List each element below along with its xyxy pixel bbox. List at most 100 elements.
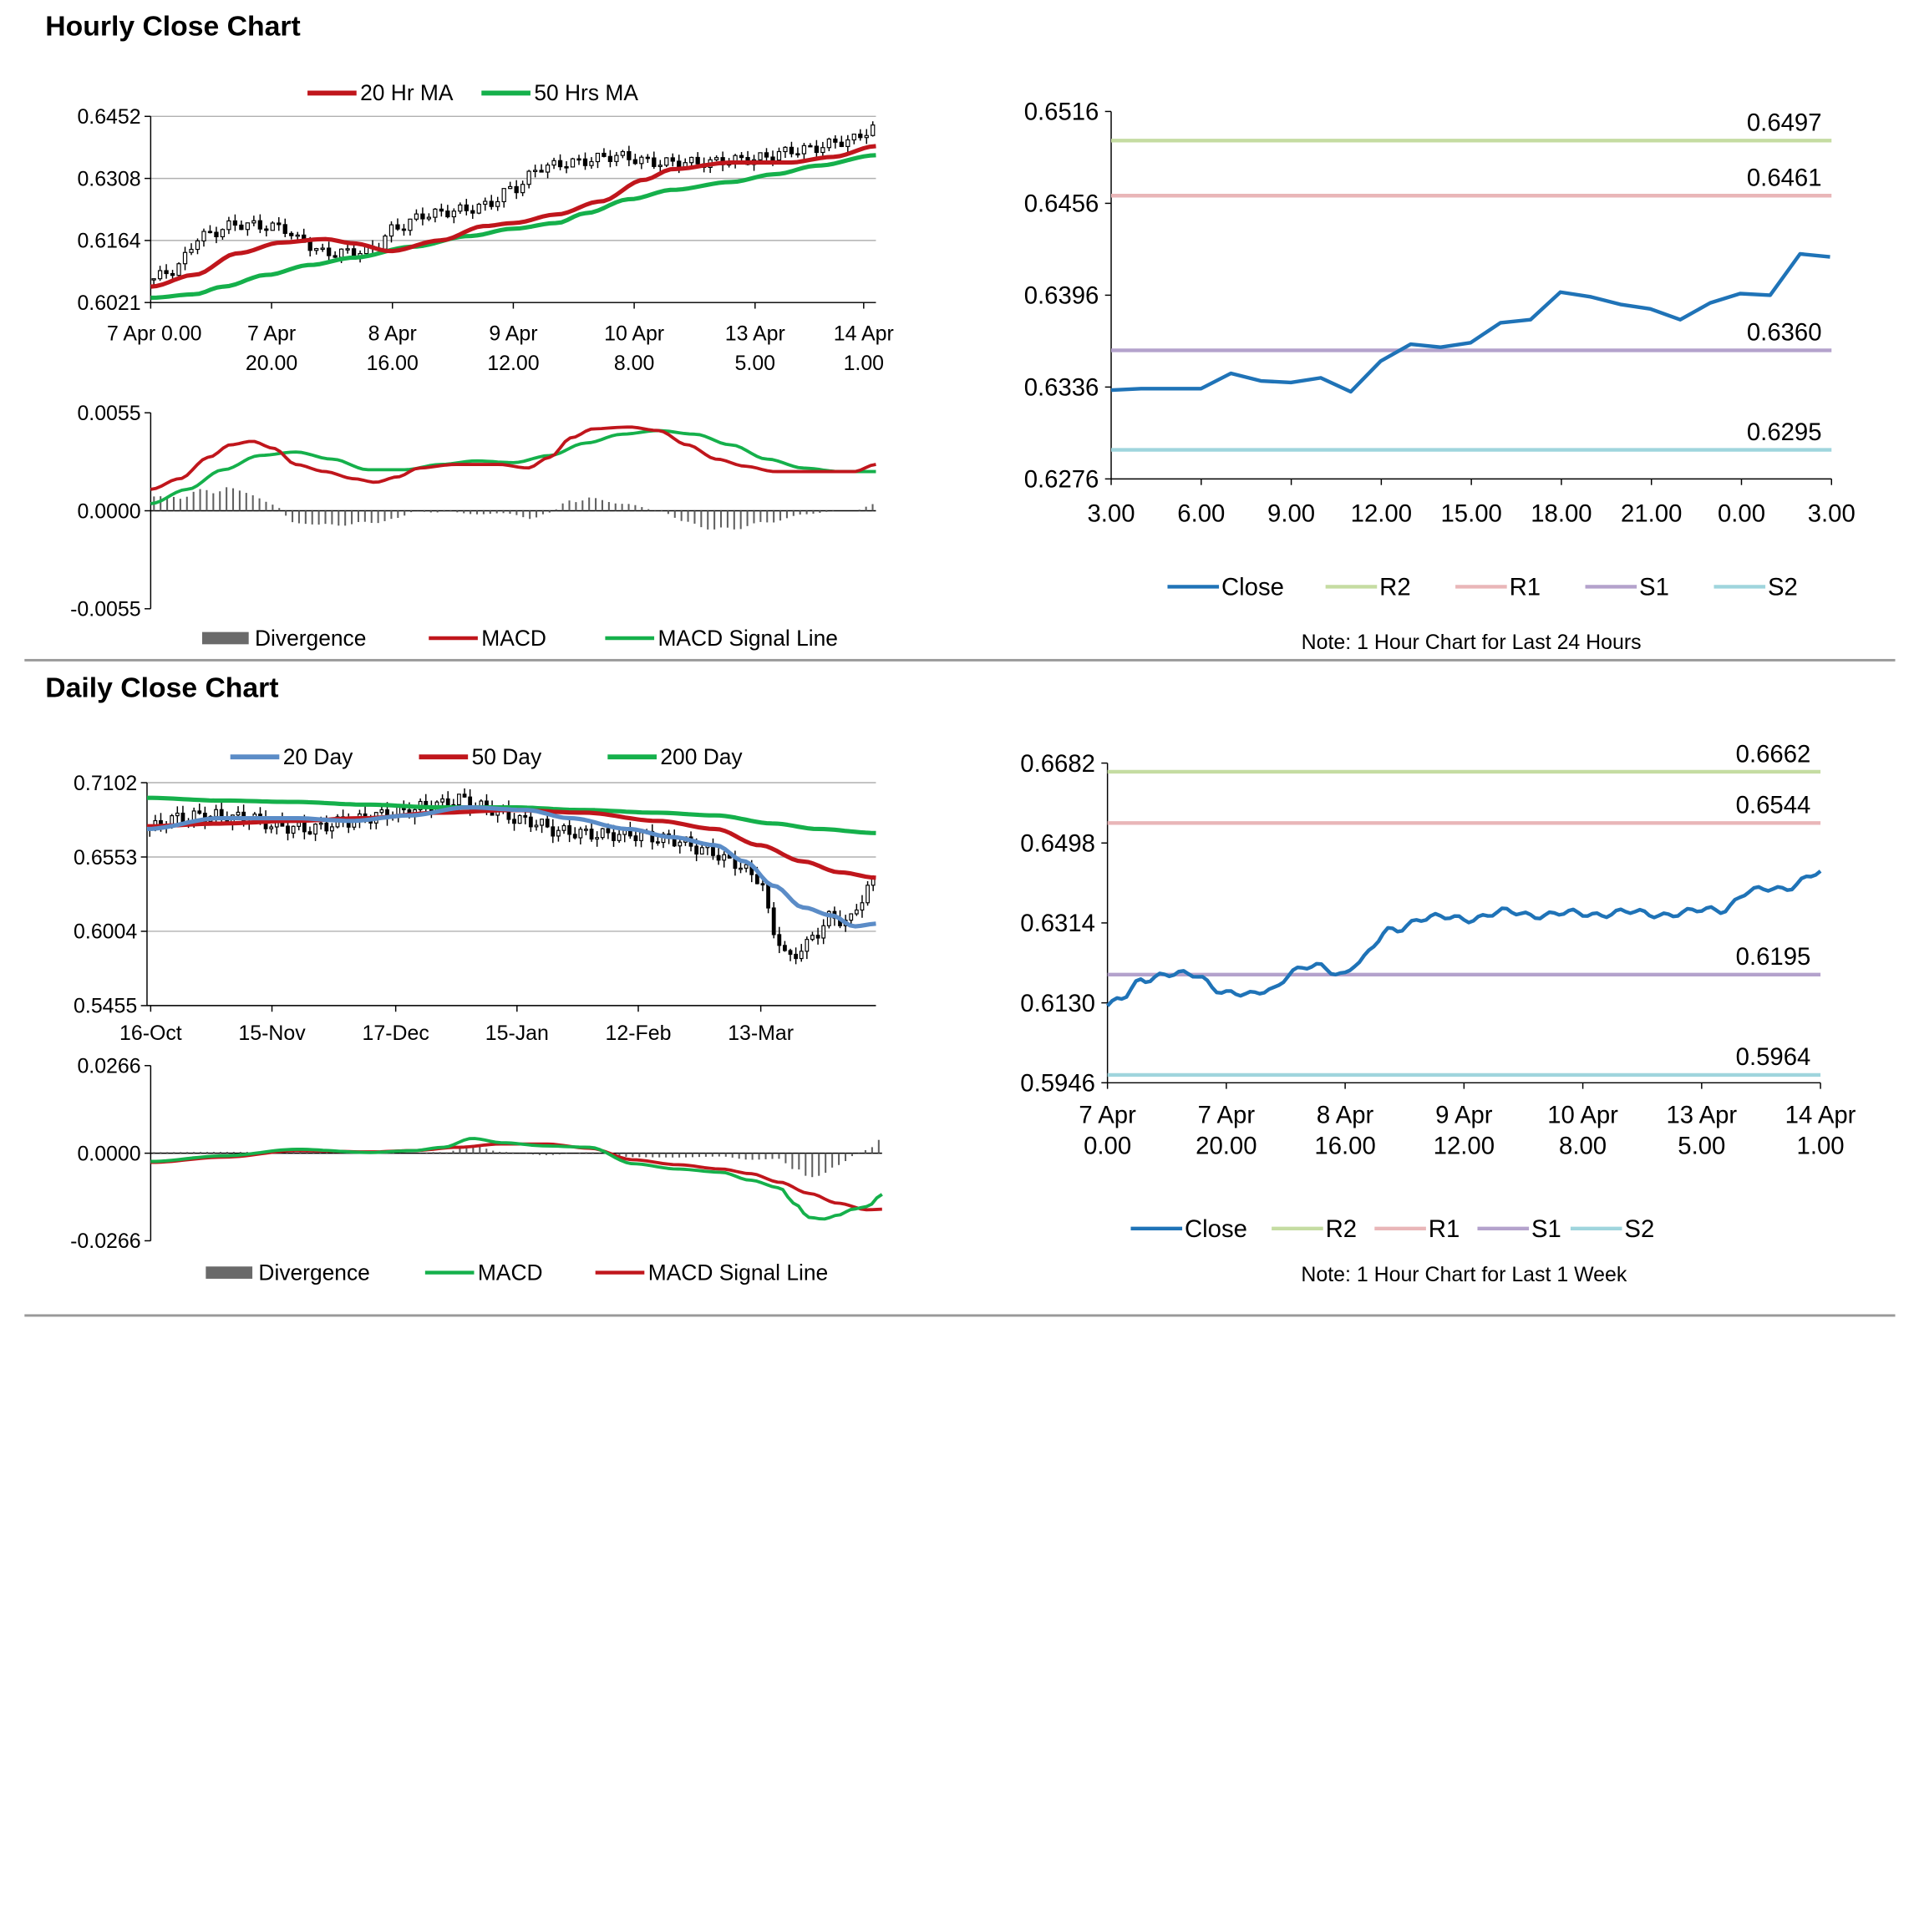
hourly-price-candle-body bbox=[652, 157, 657, 167]
hourly-price-candle-body bbox=[783, 146, 788, 153]
hourly-price-candle-body bbox=[170, 272, 175, 276]
hourly-levels-y-tick-label: 0.6516 bbox=[1024, 99, 1099, 126]
hourly-price-candle-body bbox=[851, 133, 856, 141]
weekly-levels-x-tick-label: 9 Apr bbox=[1435, 1102, 1493, 1129]
hourly-price-x-tick-label: 9 Apr bbox=[489, 322, 537, 346]
hourly-price-candle-body bbox=[639, 156, 644, 165]
daily-price-candle-body bbox=[810, 935, 815, 941]
hourly-price-candle-body bbox=[164, 270, 169, 275]
hourly-price-candle-body bbox=[645, 156, 650, 160]
daily-price-candle-body bbox=[633, 835, 638, 841]
weekly-levels-note: Note: 1 Hour Chart for Last 1 Week bbox=[1301, 1263, 1627, 1286]
hourly-price-candle-body bbox=[820, 147, 825, 154]
daily-macd-legend-divergence-swatch bbox=[206, 1266, 253, 1279]
hourly-50hr-ma-line bbox=[150, 153, 876, 301]
daily-price-candle-body bbox=[572, 834, 577, 839]
hourly-price-candle-body bbox=[470, 210, 475, 214]
hourly-levels-x-tick-label: 21.00 bbox=[1621, 500, 1682, 528]
hourly-price-candle-body bbox=[551, 160, 556, 166]
hourly-price-candle-body bbox=[532, 170, 538, 172]
hourly-price-candle-body bbox=[295, 234, 300, 237]
daily-price-candle-body bbox=[606, 828, 611, 834]
hourly-price-candle-body bbox=[602, 152, 607, 157]
hourly-price-candle-body bbox=[770, 156, 775, 161]
hourly-price-candle-body bbox=[383, 235, 388, 250]
hourly-price-candle-body bbox=[251, 220, 256, 224]
hourly-price-candle-body bbox=[345, 248, 350, 251]
hourly-macd-legend-signal-label: MACD Signal Line bbox=[657, 626, 838, 651]
hourly-price-candle-body bbox=[508, 185, 513, 190]
daily-price-candle-body bbox=[534, 824, 539, 828]
hourly-price-candle-body bbox=[833, 138, 838, 143]
daily-price-candle-body bbox=[866, 885, 870, 904]
daily-price-candle-body bbox=[799, 951, 804, 960]
daily-price-candle-body bbox=[578, 829, 583, 839]
hourly-price-candle-body bbox=[245, 222, 251, 231]
hourly-price-x-tick-label: 8 Apr bbox=[368, 322, 417, 346]
hourly-price-candle-body bbox=[614, 155, 619, 162]
hourly-price-x-tick-label: 16.00 bbox=[367, 352, 419, 375]
daily-macd-y-tick-label: 0.0266 bbox=[77, 1055, 140, 1078]
weekly-levels-level-s2-label: 0.5964 bbox=[1736, 1043, 1811, 1071]
hourly-price-candle-body bbox=[858, 133, 863, 139]
daily-price-x-tick-label: 15-Nov bbox=[238, 1022, 306, 1045]
daily-price-x-tick-label: 17-Dec bbox=[362, 1022, 429, 1045]
hourly-macd-legend-divergence-label: Divergence bbox=[255, 626, 366, 651]
hourly-price-candle-body bbox=[458, 204, 463, 212]
hourly-price-x-tick-label: 7 Apr bbox=[247, 322, 296, 346]
hourly-price-candle-body bbox=[220, 229, 226, 238]
daily-macd-macd-line bbox=[150, 1137, 883, 1221]
daily-price-candle-body bbox=[440, 798, 445, 803]
hourly-levels-level-s1-label: 0.6360 bbox=[1747, 319, 1822, 347]
hourly-levels-x-tick-label: 18.00 bbox=[1531, 500, 1592, 528]
daily-price-y-tick-label: 0.5455 bbox=[74, 995, 137, 1018]
daily-price-candle-body bbox=[528, 816, 533, 828]
legend-20hr-ma-label: 20 Hr MA bbox=[360, 80, 454, 105]
hourly-price-x-tick-label: 7 Apr 0.00 bbox=[107, 322, 202, 346]
daily-price-candle-body bbox=[313, 824, 317, 835]
daily-price-candle-body bbox=[771, 907, 776, 936]
daily-macd-legend-divergence-label: Divergence bbox=[258, 1260, 369, 1285]
hourly-price-candle-body bbox=[758, 152, 763, 160]
hourly-price-candle-body bbox=[539, 170, 544, 173]
weekly-levels-y-tick-label: 0.5946 bbox=[1020, 1070, 1095, 1098]
hourly-price-candle-body bbox=[808, 145, 813, 148]
weekly-levels-y-tick-label: 0.6682 bbox=[1020, 750, 1095, 778]
daily-price-candle-body bbox=[517, 814, 522, 824]
hourly-section-title: Hourly Close Chart bbox=[45, 9, 301, 42]
daily-price-candle-body bbox=[297, 822, 302, 827]
hourly-price-candle-body bbox=[483, 200, 488, 205]
daily-price-candle-body bbox=[219, 809, 224, 818]
hourly-price-candle-body bbox=[520, 184, 525, 194]
daily-price-candle-body bbox=[760, 883, 765, 885]
hourly-macd-y-tick-label: 0.0000 bbox=[77, 499, 140, 523]
hourly-price-candle-body bbox=[657, 165, 663, 167]
hourly-levels-legend-r1-label: R1 bbox=[1510, 574, 1541, 601]
weekly-levels-x-tick-label: 0.00 bbox=[1084, 1132, 1131, 1159]
hourly-price-candle-body bbox=[501, 188, 506, 203]
daily-price-candle-body bbox=[512, 819, 516, 824]
weekly-levels-x-tick-label: 8.00 bbox=[1559, 1132, 1607, 1159]
hourly-price-candle-body bbox=[433, 208, 438, 218]
daily-price-candle-body bbox=[318, 822, 323, 825]
daily-price-candle-body bbox=[236, 811, 241, 816]
daily-price-candle-body bbox=[545, 819, 550, 828]
section-divider-top bbox=[24, 658, 1896, 662]
daily-price-candle-body bbox=[307, 831, 312, 835]
weekly-levels-x-tick-label: 5.00 bbox=[1678, 1132, 1725, 1159]
hourly-macd-y-tick-label: -0.0055 bbox=[70, 598, 140, 621]
weekly-levels-legend-r1-label: R1 bbox=[1429, 1215, 1460, 1243]
daily-price-candle-body bbox=[291, 825, 296, 834]
hourly-20hr-ma-line bbox=[150, 144, 876, 289]
daily-price-candle-body bbox=[744, 864, 749, 869]
hourly-price-candle-body bbox=[232, 220, 238, 226]
hourly-macd-macd-line bbox=[150, 425, 876, 491]
hourly-price-candle-body bbox=[401, 228, 407, 231]
hourly-price-candle-body bbox=[514, 185, 519, 194]
weekly-levels-x-tick-label: 12.00 bbox=[1434, 1132, 1495, 1159]
weekly-levels-x-tick-label: 20.00 bbox=[1196, 1132, 1257, 1159]
hourly-price-candle-body bbox=[564, 165, 569, 169]
hourly-price-candle-body bbox=[801, 145, 807, 155]
hourly-price-candle-body bbox=[495, 200, 500, 207]
daily-200-day-line bbox=[146, 795, 876, 835]
